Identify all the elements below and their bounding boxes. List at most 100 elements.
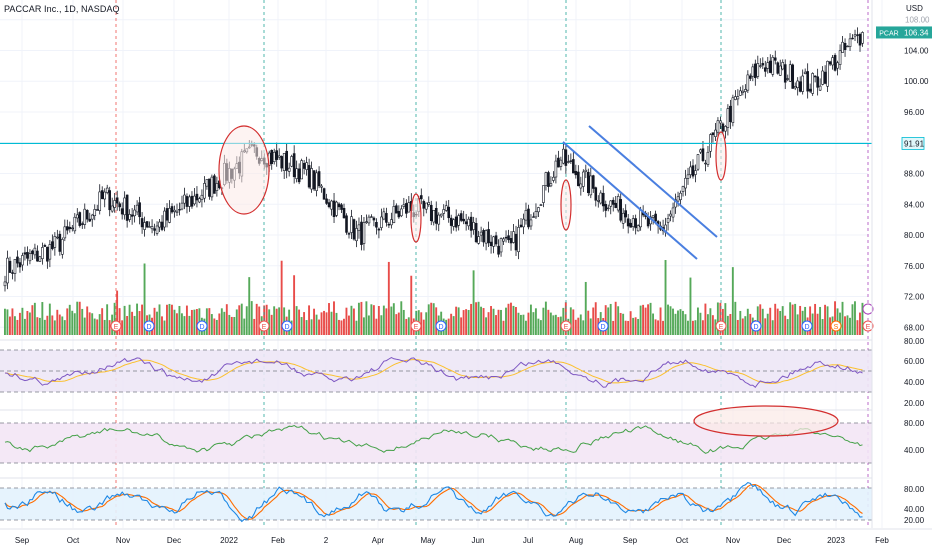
candle-body — [851, 37, 854, 40]
price-candles — [3, 27, 864, 292]
candle-body — [312, 170, 316, 190]
volume-bar — [178, 305, 181, 335]
candle-body — [694, 170, 697, 175]
candle-body — [193, 195, 196, 205]
ticker-badge-label: PCAR — [879, 30, 898, 37]
candle-body — [721, 123, 725, 132]
volume-bar — [238, 305, 241, 335]
price-axis-tick: 68.00 — [904, 323, 925, 332]
volume-bar — [23, 318, 26, 335]
candle-body — [761, 63, 765, 66]
volume-bar — [639, 305, 642, 335]
volume-bar — [397, 312, 400, 335]
rsi-axis-tick: 80.00 — [904, 337, 925, 346]
candle-body — [746, 74, 750, 91]
volume-bar — [143, 263, 146, 335]
candle-body — [390, 219, 393, 226]
volume-bar — [133, 315, 136, 335]
candle-body — [118, 203, 121, 208]
volume-bar — [28, 312, 31, 335]
candle-body — [332, 200, 336, 218]
volume-bar — [435, 307, 438, 335]
candle-body — [816, 76, 819, 88]
candle-body — [205, 179, 209, 187]
stoch-axis-tick: 80.00 — [904, 485, 925, 494]
candle-body — [178, 209, 181, 211]
candle-body — [287, 167, 291, 172]
candle-body — [519, 224, 523, 228]
volume-bar — [799, 305, 802, 335]
channel-lower-line — [562, 141, 698, 260]
candle-body — [382, 211, 386, 220]
candle-body — [295, 168, 298, 179]
time-axis-label: Dec — [777, 536, 791, 545]
candle-body — [462, 218, 465, 222]
candle-body — [6, 257, 9, 284]
volume-bar — [367, 315, 370, 335]
volume-bar — [524, 320, 527, 335]
candle-body — [58, 233, 62, 252]
volume-bar — [487, 312, 490, 335]
volume-bar — [116, 290, 119, 335]
volume-bar — [118, 308, 121, 335]
volume-bar — [766, 313, 769, 335]
volume-bar — [298, 309, 301, 335]
volume-bar — [527, 312, 530, 335]
candle-body — [203, 183, 206, 199]
volume-bar — [58, 314, 61, 335]
volume-bar — [380, 315, 383, 335]
volume-bar — [662, 320, 664, 335]
volume-bar — [637, 318, 640, 335]
mfi-axis-tick: 80.00 — [904, 419, 925, 428]
volume-bar — [360, 301, 363, 335]
volume-bar — [372, 305, 375, 335]
candle-body — [165, 208, 169, 221]
volume-bar — [759, 304, 762, 335]
volume-bar — [385, 308, 388, 335]
candle-body — [437, 214, 441, 225]
candle-body — [350, 216, 353, 233]
volume-bar — [422, 319, 425, 335]
volume-bar — [126, 316, 129, 335]
volume-bar — [654, 319, 657, 335]
candle-body — [793, 86, 797, 89]
volume-bar — [771, 320, 774, 335]
candle-body — [33, 247, 37, 256]
volume-bar — [61, 316, 64, 335]
candle-body — [145, 221, 149, 228]
candle-body — [547, 172, 550, 187]
candle-body — [140, 218, 144, 228]
volume-bar — [73, 313, 76, 335]
candle-body — [148, 226, 151, 228]
time-axis-label: 2023 — [827, 536, 845, 545]
time-axis-label: Sep — [15, 536, 30, 545]
volume-bar — [420, 312, 423, 335]
time-axis-label: 2 — [324, 536, 329, 545]
volume-bar — [240, 303, 243, 335]
volume-bar — [746, 308, 749, 335]
candle-body — [155, 225, 159, 234]
candle-body — [367, 216, 371, 224]
volume-bar — [163, 320, 166, 335]
volume-bar — [352, 308, 355, 335]
volume-bar — [33, 302, 36, 335]
volume-bar — [520, 314, 522, 335]
volume-bar — [816, 313, 819, 335]
volume-bar — [430, 302, 433, 335]
candle-body — [277, 155, 281, 158]
candle-body — [836, 62, 839, 69]
candle-body — [549, 183, 553, 187]
volume-bar — [614, 301, 617, 335]
event-marker-label: E — [414, 324, 419, 331]
volume-bar — [83, 317, 86, 335]
event-marker-label: D — [804, 324, 809, 331]
ticker-badge — [876, 26, 902, 39]
volume-bar — [345, 307, 348, 335]
volume-bar — [774, 303, 777, 335]
candle-body — [604, 204, 608, 211]
candle-body — [357, 224, 361, 231]
volume-bar — [156, 311, 158, 335]
candle-body — [786, 78, 790, 80]
